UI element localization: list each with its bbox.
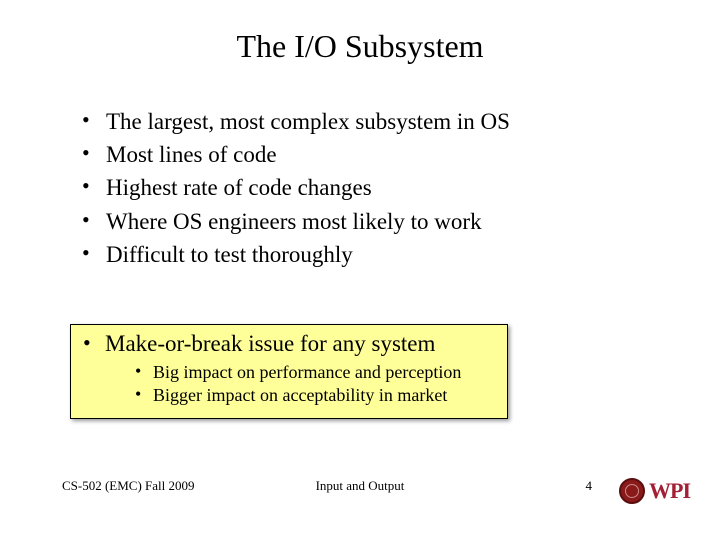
bullet-item: Highest rate of code changes — [78, 172, 640, 204]
highlight-main-bullet: Make-or-break issue for any system — [79, 331, 499, 357]
bullet-item: Most lines of code — [78, 139, 640, 171]
wpi-seal-icon — [619, 478, 645, 504]
wpi-logo-text: WPI — [649, 478, 690, 504]
bullet-item: Where OS engineers most likely to work — [78, 206, 640, 238]
slide: The I/O Subsystem The largest, most comp… — [0, 0, 720, 540]
highlight-sub-bullet: Big impact on performance and perception — [135, 361, 499, 384]
wpi-logo: WPI — [619, 478, 690, 504]
highlight-sub-bullet: Bigger impact on acceptability in market — [135, 384, 499, 407]
footer-topic: Input and Output — [0, 478, 720, 494]
bullet-item: The largest, most complex subsystem in O… — [78, 106, 640, 138]
bullet-item: Difficult to test thoroughly — [78, 239, 640, 271]
footer-page-number: 4 — [586, 478, 593, 494]
highlight-box: Make-or-break issue for any system Big i… — [70, 324, 508, 419]
main-bullets: The largest, most complex subsystem in O… — [78, 106, 640, 272]
slide-title: The I/O Subsystem — [0, 28, 720, 65]
